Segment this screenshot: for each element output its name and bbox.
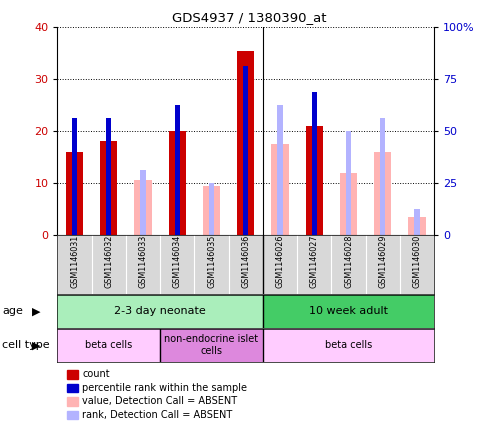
Bar <box>415 209 420 235</box>
Bar <box>140 170 146 235</box>
Bar <box>374 152 391 235</box>
Text: GSM1146030: GSM1146030 <box>413 235 422 288</box>
Text: GSM1146034: GSM1146034 <box>173 235 182 288</box>
Bar <box>209 183 214 235</box>
Text: beta cells: beta cells <box>325 340 372 350</box>
Bar <box>106 118 111 235</box>
Text: GSM1146028: GSM1146028 <box>344 235 353 288</box>
Text: cell type: cell type <box>2 340 50 350</box>
Bar <box>66 152 83 235</box>
Text: age: age <box>2 306 23 316</box>
Text: ▶: ▶ <box>31 306 40 316</box>
Bar <box>203 186 220 235</box>
Text: beta cells: beta cells <box>85 340 132 350</box>
Text: rank, Detection Call = ABSENT: rank, Detection Call = ABSENT <box>82 410 233 420</box>
Text: ▶: ▶ <box>31 340 40 350</box>
Text: GSM1146036: GSM1146036 <box>241 235 250 288</box>
Bar <box>160 329 263 362</box>
Text: GSM1146026: GSM1146026 <box>275 235 284 288</box>
Text: GSM1146035: GSM1146035 <box>207 235 216 288</box>
Bar <box>340 173 357 235</box>
Text: 10 week adult: 10 week adult <box>309 306 388 316</box>
Text: value, Detection Call = ABSENT: value, Detection Call = ABSENT <box>82 396 238 407</box>
Bar <box>72 118 77 235</box>
Bar <box>409 217 426 235</box>
Bar <box>57 329 160 362</box>
Bar <box>57 295 263 328</box>
Bar <box>380 118 385 235</box>
Bar <box>263 295 434 328</box>
Bar <box>271 144 288 235</box>
Bar <box>312 92 317 235</box>
Bar <box>237 51 254 235</box>
Text: non-endocrine islet
cells: non-endocrine islet cells <box>165 334 258 356</box>
Text: GSM1146029: GSM1146029 <box>378 235 387 288</box>
Text: GSM1146033: GSM1146033 <box>139 235 148 288</box>
Text: percentile rank within the sample: percentile rank within the sample <box>82 383 248 393</box>
Bar <box>175 105 180 235</box>
Text: 2-3 day neonate: 2-3 day neonate <box>114 306 206 316</box>
Bar <box>263 329 434 362</box>
Bar <box>100 141 117 235</box>
Bar <box>169 131 186 235</box>
Bar <box>243 66 249 235</box>
Text: GSM1146027: GSM1146027 <box>310 235 319 288</box>
Bar <box>346 131 351 235</box>
Bar <box>306 126 323 235</box>
Text: count: count <box>82 369 110 379</box>
Bar <box>277 105 282 235</box>
Text: GSM1146031: GSM1146031 <box>70 235 79 288</box>
Text: GDS4937 / 1380390_at: GDS4937 / 1380390_at <box>172 11 327 24</box>
Bar <box>134 180 152 235</box>
Text: GSM1146032: GSM1146032 <box>104 235 113 288</box>
